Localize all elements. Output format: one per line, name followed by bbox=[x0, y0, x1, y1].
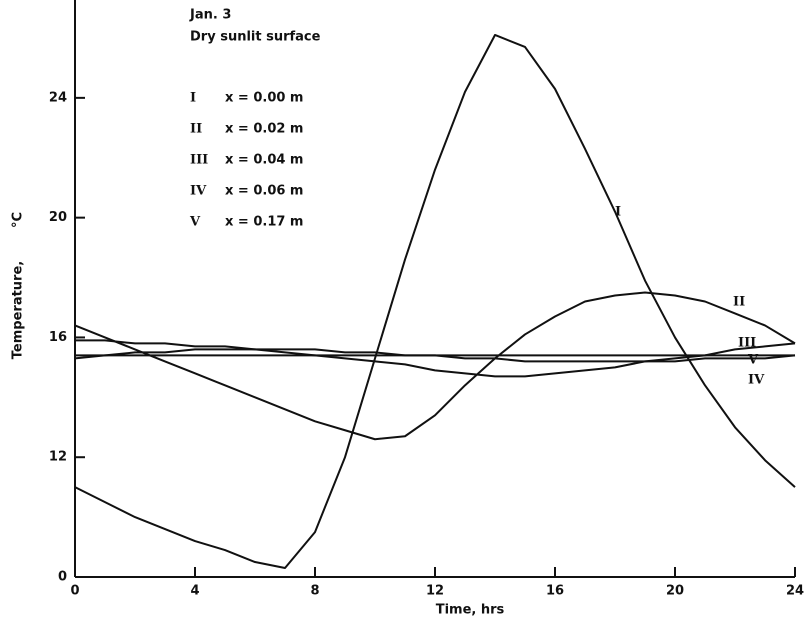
x-tick-label: 8 bbox=[310, 584, 319, 599]
x-axis-label: Time, hrs bbox=[436, 603, 505, 618]
x-tick-label: 12 bbox=[426, 584, 444, 599]
legend-label: II bbox=[190, 122, 202, 137]
curve-label: V bbox=[747, 353, 759, 368]
y-axis-label: Temperature, bbox=[11, 261, 26, 359]
legend-label: V bbox=[189, 215, 201, 230]
legend-name: x = 0.17 m bbox=[225, 215, 303, 230]
x-tick-label: 0 bbox=[70, 584, 79, 599]
chart-title: Jan. 3 bbox=[189, 8, 231, 23]
curve-label: I bbox=[615, 205, 621, 220]
chart-title: Dry sunlit surface bbox=[190, 30, 321, 45]
y-tick-label: 12 bbox=[49, 450, 67, 465]
curve-label: II bbox=[733, 295, 745, 310]
y-tick-label: 20 bbox=[49, 210, 67, 225]
x-tick-label: 4 bbox=[190, 584, 199, 599]
legend-label: I bbox=[190, 91, 196, 106]
y-tick-label: 16 bbox=[49, 330, 67, 345]
legend-name: x = 0.06 m bbox=[225, 184, 303, 199]
legend-name: x = 0.02 m bbox=[225, 122, 303, 137]
series-line bbox=[74, 33, 796, 570]
y-tick-label: 24 bbox=[49, 90, 67, 105]
curve-label: IV bbox=[748, 373, 765, 388]
legend-name: x = 0.00 m bbox=[225, 91, 303, 106]
x-tick-label: 16 bbox=[546, 584, 564, 599]
series-line bbox=[75, 339, 796, 378]
x-tick-label: 24 bbox=[786, 584, 804, 599]
curve-label: III bbox=[738, 336, 756, 351]
series-line bbox=[74, 291, 796, 441]
legend-label: IV bbox=[190, 184, 207, 199]
legend-name: x = 0.04 m bbox=[225, 153, 303, 168]
y-tick-label: 0 bbox=[58, 570, 67, 585]
x-tick-label: 20 bbox=[666, 584, 684, 599]
legend-label: III bbox=[190, 153, 208, 168]
y-axis-unit: °C bbox=[11, 212, 26, 228]
